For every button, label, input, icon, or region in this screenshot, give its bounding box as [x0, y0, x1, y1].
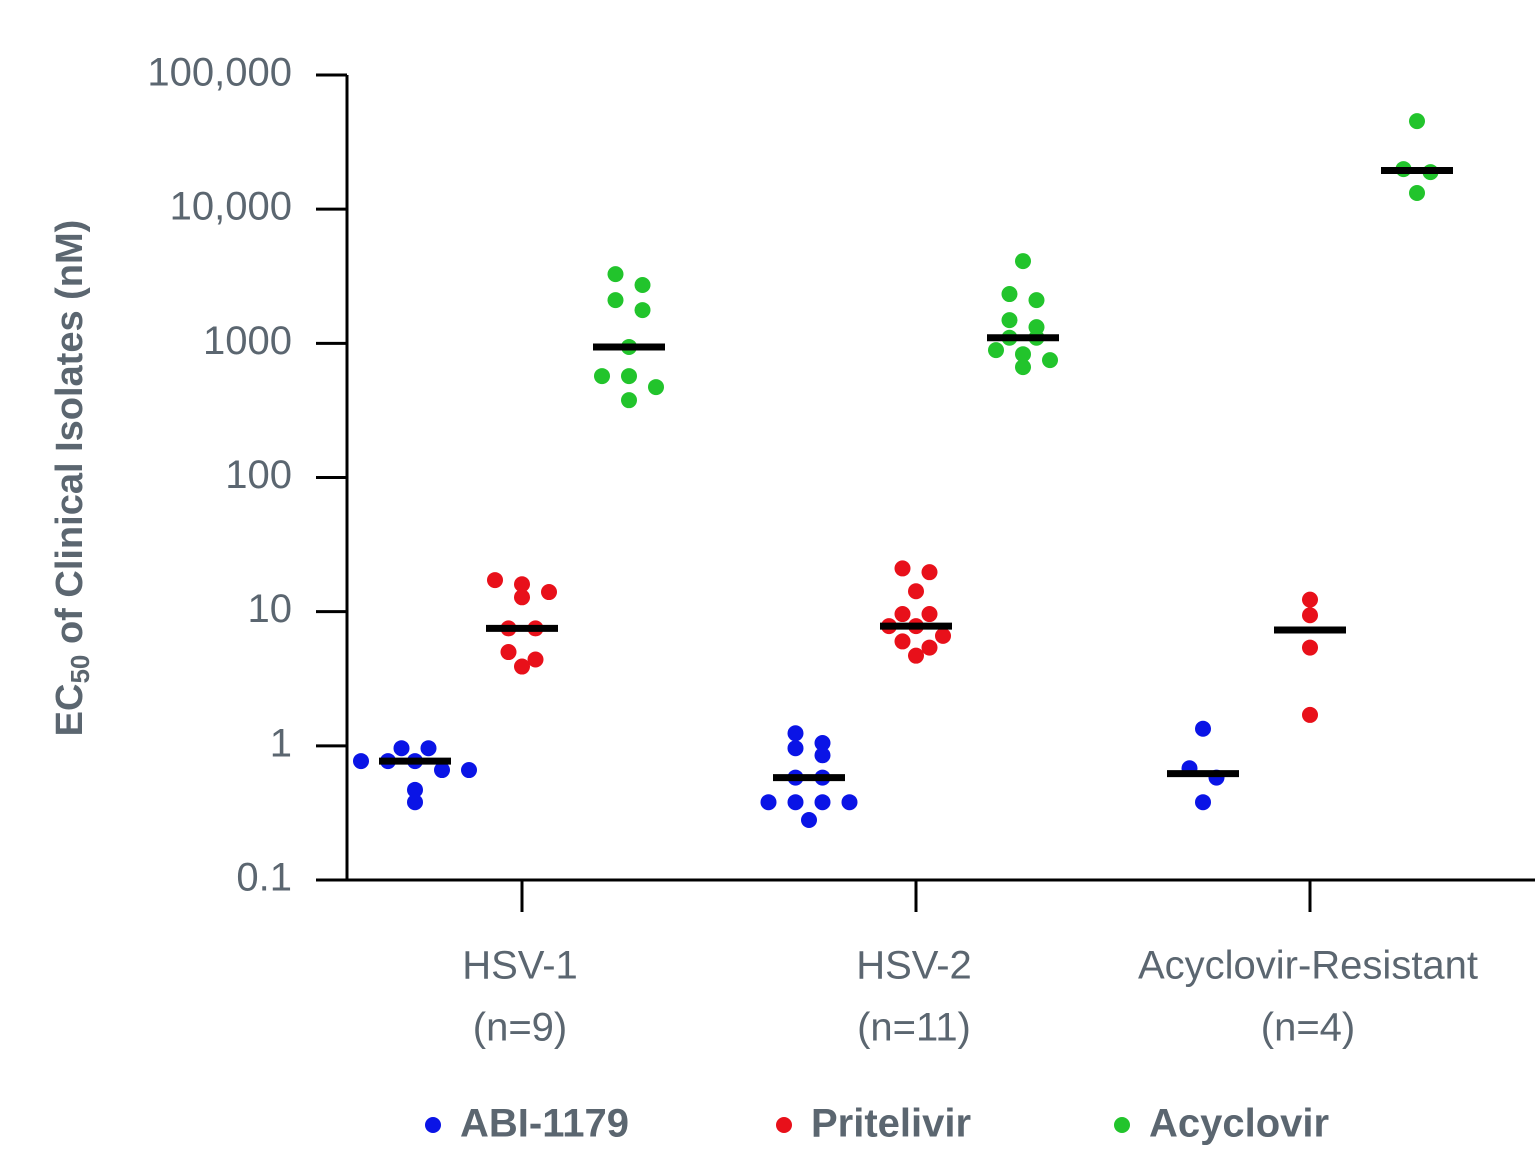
data-point — [988, 342, 1004, 359]
data-point — [1302, 706, 1318, 723]
x-tick-label: HSV-1 — [462, 944, 578, 988]
data-point — [894, 606, 911, 623]
data-point — [921, 564, 938, 581]
legend-label: Pritelivir — [811, 1102, 971, 1146]
data-point — [841, 794, 858, 811]
data-point — [787, 725, 804, 742]
data-point — [1302, 591, 1318, 608]
x-tick-label: Acyclovir-Resistant — [1138, 944, 1478, 988]
data-point — [814, 794, 831, 811]
legend-label: Acyclovir — [1149, 1102, 1329, 1146]
data-point — [634, 302, 651, 319]
legend-swatch — [776, 1117, 792, 1133]
data-point — [407, 781, 423, 798]
data-point — [607, 292, 624, 309]
data-point — [908, 647, 924, 664]
data-point — [1302, 607, 1318, 624]
data-point — [514, 589, 530, 606]
data-point — [434, 762, 450, 779]
data-point — [1015, 346, 1031, 363]
data-point — [487, 572, 503, 589]
legend-swatch — [425, 1117, 441, 1133]
y-label-sub: 50 — [65, 655, 95, 684]
y-tick-label: 10 — [248, 587, 293, 631]
legend-label: ABI-1179 — [460, 1102, 629, 1146]
data-point — [527, 651, 544, 668]
x-tick-label: (n=9) — [473, 1006, 568, 1050]
y-tick-label: 10,000 — [170, 185, 292, 229]
data-point — [621, 368, 637, 385]
data-point — [908, 583, 924, 600]
data-point — [801, 812, 817, 829]
legend-swatch — [1114, 1117, 1130, 1133]
data-point — [393, 740, 410, 757]
data-point — [760, 794, 777, 811]
x-tick-label: HSV-2 — [856, 944, 972, 988]
x-tick-label: (n=11) — [857, 1006, 971, 1050]
data-point — [787, 740, 804, 757]
data-point — [921, 606, 938, 623]
x-tick-label: (n=4) — [1261, 1006, 1356, 1050]
y-label-part: of Clinical Isolates (nM) — [49, 220, 91, 655]
y-label-part: EC — [49, 684, 91, 737]
data-point — [648, 379, 664, 396]
y-tick-label: 1 — [270, 721, 292, 765]
data-point — [514, 658, 530, 675]
data-point — [594, 368, 610, 385]
data-point — [1195, 794, 1211, 811]
y-tick-label: 0.1 — [236, 856, 292, 900]
y-tick-label: 1000 — [203, 319, 292, 363]
data-point — [1028, 292, 1045, 309]
data-point — [935, 627, 951, 644]
data-point — [353, 753, 369, 770]
data-point — [1195, 720, 1211, 737]
data-point — [1302, 639, 1318, 656]
data-point — [407, 794, 423, 811]
data-point — [500, 644, 517, 661]
data-point — [1001, 312, 1018, 329]
data-point — [894, 560, 911, 577]
data-point — [1042, 352, 1058, 369]
y-axis-label: EC50 of Clinical Isolates (nM) — [49, 220, 95, 737]
data-point — [420, 740, 437, 757]
data-point — [1409, 184, 1425, 201]
data-point — [1015, 359, 1031, 376]
y-tick-label: 100,000 — [147, 51, 292, 95]
data-point — [814, 747, 831, 764]
data-point — [621, 392, 637, 409]
data-point — [514, 576, 530, 593]
data-point — [787, 794, 804, 811]
data-point — [1409, 113, 1425, 130]
data-point — [814, 734, 831, 751]
y-tick-label: 100 — [225, 453, 292, 497]
data-point — [541, 584, 557, 601]
data-point — [1001, 286, 1018, 303]
data-point — [1015, 253, 1031, 270]
data-point — [894, 633, 911, 650]
data-point — [921, 639, 938, 656]
data-point — [461, 762, 477, 779]
data-point — [634, 277, 651, 294]
data-point — [607, 266, 624, 283]
